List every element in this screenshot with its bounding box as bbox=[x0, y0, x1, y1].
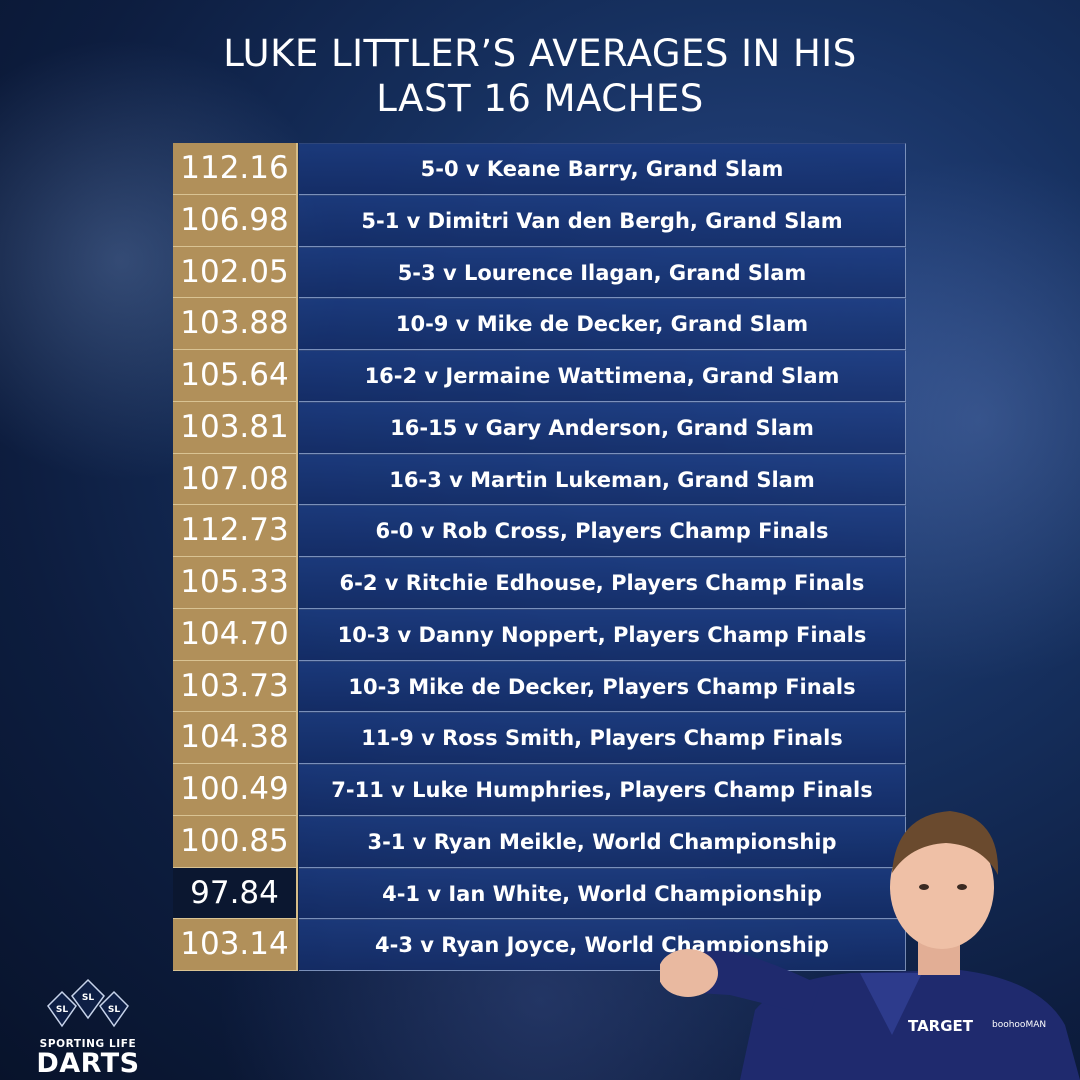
table-row: 105.33 6-2 v Ritchie Edhouse, Players Cha… bbox=[173, 557, 906, 609]
table-row: 103.88 10-9 v Mike de Decker, Grand Slam bbox=[173, 298, 906, 350]
logo-badge-center: SL bbox=[82, 993, 94, 1003]
table-row: 100.85 3-1 v Ryan Meikle, World Champions… bbox=[173, 815, 906, 868]
table-row: 100.49 7-11 v Luke Humphries, Players Cha… bbox=[173, 764, 906, 816]
average-cell: 100.85 bbox=[173, 815, 298, 868]
average-cell: 112.16 bbox=[173, 143, 298, 195]
table-row: 103.14 4-3 v Ryan Joyce, World Championsh… bbox=[173, 919, 906, 971]
match-cell: 4-3 v Ryan Joyce, World Championship bbox=[299, 919, 906, 971]
table-row: 104.70 10-3 v Danny Noppert, Players Cham… bbox=[173, 608, 906, 661]
average-cell: 106.98 bbox=[173, 194, 298, 247]
match-cell: 6-0 v Rob Cross, Players Champ Finals bbox=[299, 505, 906, 557]
average-cell: 102.05 bbox=[173, 246, 298, 299]
title-line-2: LAST 16 MACHES bbox=[376, 77, 704, 120]
match-cell: 10-9 v Mike de Decker, Grand Slam bbox=[299, 298, 906, 350]
match-cell: 6-2 v Ritchie Edhouse, Players Champ Fin… bbox=[299, 557, 906, 609]
average-cell: 97.84 bbox=[173, 867, 298, 920]
shirt-sponsor-target: TARGET bbox=[908, 1017, 974, 1035]
table-row: 105.64 16-2 v Jermaine Wattimena, Grand S… bbox=[173, 350, 906, 402]
table-row: 107.08 16-3 v Martin Lukeman, Grand Slam bbox=[173, 453, 906, 506]
average-cell: 104.38 bbox=[173, 712, 298, 764]
match-cell: 4-1 v Ian White, World Championship bbox=[299, 867, 906, 920]
table-row: 112.73 6-0 v Rob Cross, Players Champ Fin… bbox=[173, 505, 906, 557]
match-cell: 10-3 Mike de Decker, Players Champ Final… bbox=[299, 660, 906, 713]
average-cell: 103.73 bbox=[173, 660, 298, 713]
table-row: 103.73 10-3 Mike de Decker, Players Champ… bbox=[173, 660, 906, 713]
match-cell: 10-3 v Danny Noppert, Players Champ Fina… bbox=[299, 608, 906, 661]
shirt-sponsor-boohoo: boohooMAN bbox=[992, 1020, 1046, 1030]
averages-table: 112.16 5-0 v Keane Barry, Grand Slam 106.9… bbox=[173, 143, 906, 971]
table-row: 112.16 5-0 v Keane Barry, Grand Slam bbox=[173, 143, 906, 195]
player-photo: TARGET boohooMAN bbox=[660, 811, 1080, 1080]
table-row: 104.38 11-9 v Ross Smith, Players Champ F… bbox=[173, 712, 906, 764]
logo-badge-left: SL bbox=[56, 1005, 68, 1015]
logo-badge-right: SL bbox=[108, 1005, 120, 1015]
average-cell: 105.64 bbox=[173, 350, 298, 402]
logo-line-1: SPORTING LIFE bbox=[39, 1038, 137, 1050]
average-cell: 103.81 bbox=[173, 401, 298, 454]
match-cell: 16-2 v Jermaine Wattimena, Grand Slam bbox=[299, 350, 906, 402]
average-cell: 103.88 bbox=[173, 298, 298, 350]
table-row: 103.81 16-15 v Gary Anderson, Grand Slam bbox=[173, 401, 906, 454]
match-cell: 5-3 v Lourence Ilagan, Grand Slam bbox=[299, 246, 906, 299]
match-cell: 3-1 v Ryan Meikle, World Championship bbox=[299, 815, 906, 868]
average-cell: 104.70 bbox=[173, 608, 298, 661]
sporting-life-darts-logo: SL SL SL SPORTING LIFE DARTS bbox=[26, 978, 150, 1079]
average-cell: 103.14 bbox=[173, 919, 298, 971]
table-row: 106.98 5-1 v Dimitri Van den Bergh, Grand… bbox=[173, 194, 906, 247]
match-cell: 16-3 v Martin Lukeman, Grand Slam bbox=[299, 453, 906, 506]
title-line-1: LUKE LITTLER’S AVERAGES IN HIS bbox=[223, 32, 857, 75]
table-row: 102.05 5-3 v Lourence Ilagan, Grand Slam bbox=[173, 246, 906, 299]
average-cell: 100.49 bbox=[173, 764, 298, 816]
match-cell: 7-11 v Luke Humphries, Players Champ Fin… bbox=[299, 764, 906, 816]
match-cell: 11-9 v Ross Smith, Players Champ Finals bbox=[299, 712, 906, 764]
dart-flights-icon: SL SL SL bbox=[47, 978, 129, 1028]
average-cell: 107.08 bbox=[173, 453, 298, 506]
match-cell: 16-15 v Gary Anderson, Grand Slam bbox=[299, 401, 906, 454]
logo-line-2: DARTS bbox=[36, 1048, 140, 1079]
table-row: 97.84 4-1 v Ian White, World Championship bbox=[173, 867, 906, 920]
match-cell: 5-0 v Keane Barry, Grand Slam bbox=[299, 143, 906, 195]
average-cell: 105.33 bbox=[173, 557, 298, 609]
average-cell: 112.73 bbox=[173, 505, 298, 557]
match-cell: 5-1 v Dimitri Van den Bergh, Grand Slam bbox=[299, 194, 906, 247]
